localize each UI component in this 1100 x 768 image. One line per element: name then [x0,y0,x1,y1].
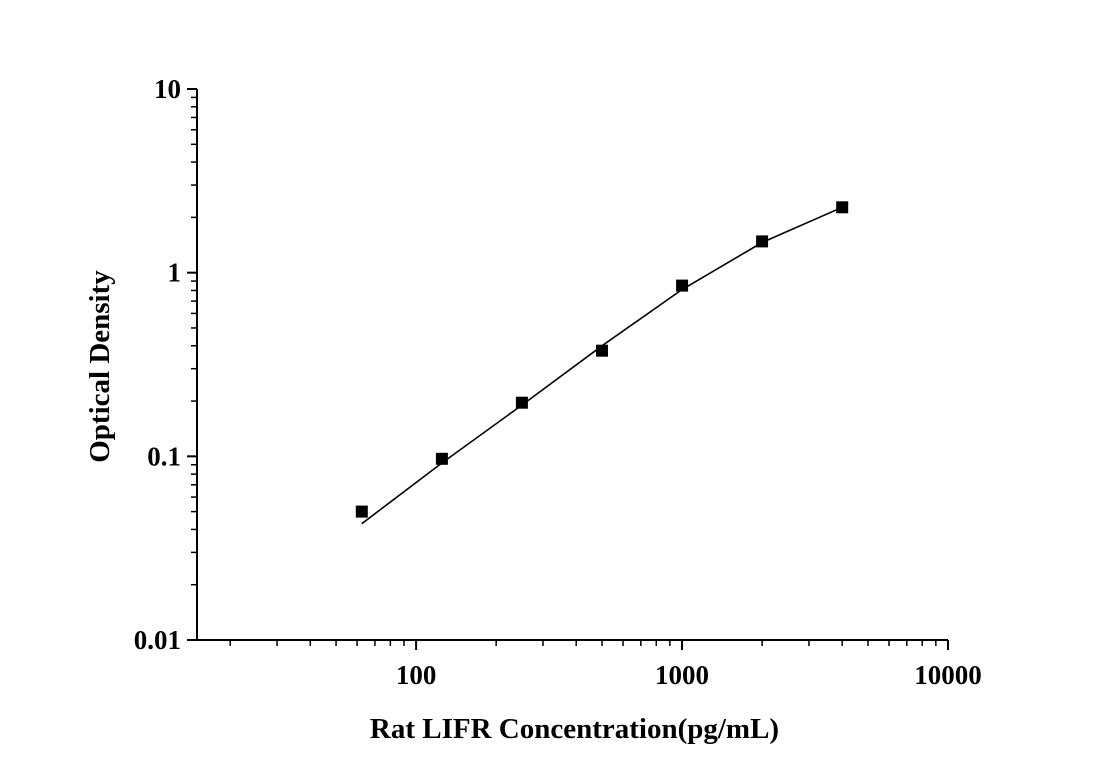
data-point-marker [435,452,448,465]
data-point-marker [676,279,689,292]
x-axis-title: Rat LIFR Concentration(pg/mL) [370,713,779,745]
x-tick-label: 100 [396,660,437,690]
data-point-marker [515,396,528,409]
tick-labels-layer: 0.01 0.1 1 10 100 1000 10000 [134,74,982,690]
y-axis-title: Optical Density [84,270,116,463]
ticks-layer [187,88,949,650]
x-tick-label: 1000 [655,660,709,690]
data-point-marker [596,344,608,357]
data-point-marker [756,235,769,248]
y-tick-label: 0.1 [147,441,181,471]
x-tick-label: 10000 [914,660,982,690]
y-tick-label: 1 [168,258,182,288]
data-point-marker [836,201,849,214]
axes-layer [196,89,948,641]
data-point-marker [355,505,368,518]
y-tick-label: 0.01 [134,625,181,655]
data-layer [355,201,849,525]
y-tick-label: 10 [154,74,181,104]
fit-curve-line [361,206,843,525]
